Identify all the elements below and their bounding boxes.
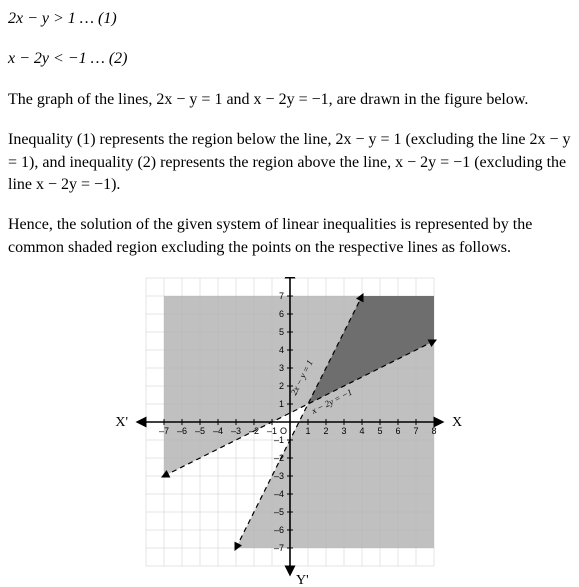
svg-text:7: 7 bbox=[413, 426, 418, 436]
svg-text:4: 4 bbox=[359, 426, 364, 436]
svg-text:6: 6 bbox=[395, 426, 400, 436]
svg-text:–2: –2 bbox=[273, 453, 283, 463]
svg-text:Y': Y' bbox=[296, 573, 309, 587]
graph-svg: –7–6–5–4–3–2–112345678–7–6–5–4–3–2–11234… bbox=[105, 277, 475, 587]
svg-text:X': X' bbox=[115, 415, 128, 430]
svg-text:2: 2 bbox=[323, 426, 328, 436]
svg-text:3: 3 bbox=[341, 426, 346, 436]
svg-text:–3: –3 bbox=[230, 426, 240, 436]
svg-text:6: 6 bbox=[278, 309, 283, 319]
svg-text:2: 2 bbox=[278, 381, 283, 391]
svg-text:–3: –3 bbox=[273, 471, 283, 481]
svg-text:3: 3 bbox=[278, 363, 283, 373]
svg-text:1: 1 bbox=[305, 426, 310, 436]
svg-text:X: X bbox=[452, 415, 462, 430]
svg-text:7: 7 bbox=[278, 291, 283, 301]
svg-text:–7: –7 bbox=[158, 426, 168, 436]
svg-text:–4: –4 bbox=[273, 489, 283, 499]
svg-text:4: 4 bbox=[278, 345, 283, 355]
svg-text:–6: –6 bbox=[273, 525, 283, 535]
paragraph-2: Inequality (1) represents the region bel… bbox=[8, 129, 571, 196]
svg-text:–5: –5 bbox=[273, 507, 283, 517]
svg-text:5: 5 bbox=[377, 426, 382, 436]
svg-text:–7: –7 bbox=[273, 543, 283, 553]
svg-text:O: O bbox=[280, 426, 287, 436]
svg-text:1: 1 bbox=[278, 399, 283, 409]
paragraph-1: The graph of the lines, 2x − y = 1 and x… bbox=[8, 89, 571, 111]
svg-text:–5: –5 bbox=[194, 426, 204, 436]
equation-2: x − 2y < −1 … (2) bbox=[8, 48, 571, 70]
svg-text:–1: –1 bbox=[273, 435, 283, 445]
svg-text:–4: –4 bbox=[212, 426, 222, 436]
paragraph-3: Hence, the solution of the given system … bbox=[8, 214, 571, 259]
svg-text:–6: –6 bbox=[176, 426, 186, 436]
svg-text:5: 5 bbox=[278, 327, 283, 337]
svg-text:8: 8 bbox=[431, 426, 436, 436]
graph-figure: –7–6–5–4–3–2–112345678–7–6–5–4–3–2–11234… bbox=[105, 277, 475, 587]
equation-1: 2x − y > 1 … (1) bbox=[8, 8, 571, 30]
